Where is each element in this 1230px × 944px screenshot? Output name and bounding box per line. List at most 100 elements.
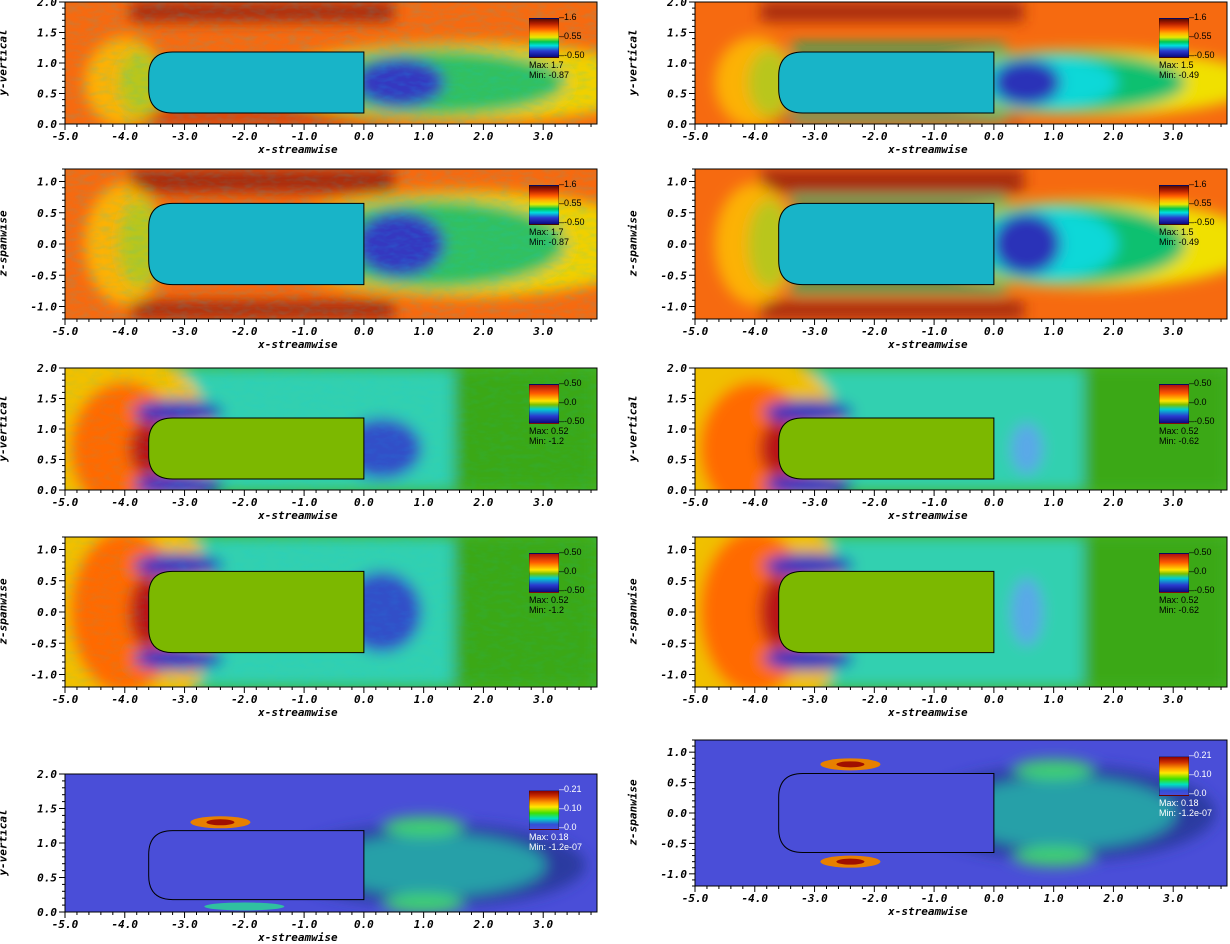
x-axis-title: x-streamwise	[258, 706, 338, 719]
x-axis-ticks: -5.0 -4.0 -3.0 -2.0 -1.0 0.0 1.0 2.0 3.0	[52, 490, 592, 509]
y-tick-label: 0.5	[37, 872, 57, 885]
y-tick-label: 1.0	[37, 423, 57, 436]
x-tick-label: -2.0	[231, 496, 258, 509]
colorbar-tick-label: –0.50	[559, 547, 582, 557]
colorbar	[1159, 384, 1189, 424]
x-tick-label: -4.0	[742, 325, 769, 338]
x-tick-label: -5.0	[682, 130, 709, 143]
y-tick-label: -1.0	[31, 301, 58, 314]
x-tick-label: 3.0	[1162, 892, 1183, 905]
colorbar-tick-label: –0.10	[559, 803, 582, 813]
x-tick-label: -3.0	[801, 325, 828, 338]
x-tick-label: -1.0	[291, 130, 318, 143]
colorbar-max-label: Max: 0.52	[529, 426, 569, 436]
y-axis-title: y-vertical	[0, 29, 10, 96]
x-axis-title: x-streamwise	[258, 509, 338, 522]
y-tick-label: 0.0	[37, 238, 57, 251]
y-tick-label: 0.0	[37, 606, 57, 619]
colorbar-min-label: Min: -0.62	[1159, 436, 1200, 446]
x-tick-label: -3.0	[171, 325, 198, 338]
colorbar-tick-label: –-0.50	[1189, 585, 1215, 595]
x-tick-label: 0.0	[984, 496, 1004, 509]
y-tick-label: 0.5	[667, 88, 687, 101]
colorbar-tick-label: –0.0	[1189, 397, 1207, 407]
colorbar-legend: –0.50 –0.0 –-0.50 Max: 0.52 Min: -1.2	[529, 547, 595, 623]
y-tick-label: -0.5	[661, 837, 688, 850]
y-tick-label: 1.0	[667, 544, 687, 557]
x-tick-label: 3.0	[532, 325, 553, 338]
x-tick-label: 0.0	[354, 693, 374, 706]
colorbar	[529, 18, 559, 58]
body-shape	[778, 570, 995, 654]
x-tick-label: 2.0	[1102, 693, 1123, 706]
x-tick-label: -5.0	[52, 918, 79, 931]
x-axis-title: x-streamwise	[258, 338, 338, 351]
colorbar-legend: –0.21 –0.10 –0.0 Max: 0.18 Min: -1.2e-07	[1159, 750, 1225, 826]
y-axis-title: y-vertical	[0, 809, 10, 876]
x-tick-label: 0.0	[354, 918, 374, 931]
x-tick-label: 0.0	[354, 325, 374, 338]
x-tick-label: 0.0	[984, 130, 1004, 143]
y-tick-label: 2.0	[36, 0, 57, 9]
body-shape	[778, 202, 995, 286]
x-tick-label: 1.0	[1044, 892, 1064, 905]
colorbar-tick-label: –0.21	[559, 784, 582, 794]
x-tick-label: -3.0	[171, 918, 198, 931]
x-tick-label: 0.0	[984, 325, 1004, 338]
body-shape	[778, 51, 995, 114]
y-axis-title: z-spanwise	[0, 578, 10, 645]
colorbar-legend: –0.50 –0.0 –-0.50 Max: 0.52 Min: -0.62	[1159, 547, 1225, 623]
y-tick-label: 1.5	[667, 393, 687, 406]
plot-frame	[694, 739, 1228, 887]
y-axis-ticks: 0.0 0.5 1.0 1.5 2.0	[666, 0, 695, 131]
colorbar-min-label: Min: -0.87	[529, 237, 570, 247]
colorbar-tick-label: –1.6	[1189, 12, 1207, 22]
x-tick-label: 3.0	[1162, 693, 1183, 706]
colorbar-tick-label: –-0.50	[1189, 50, 1215, 60]
y-tick-label: 1.5	[37, 803, 57, 816]
x-axis-ticks: -5.0 -4.0 -3.0 -2.0 -1.0 0.0 1.0 2.0 3.0	[52, 687, 592, 706]
y-tick-label: 0.5	[37, 207, 57, 220]
x-axis-ticks: -5.0 -4.0 -3.0 -2.0 -1.0 0.0 1.0 2.0 3.0	[682, 687, 1222, 706]
x-tick-label: 3.0	[532, 496, 553, 509]
colorbar-max-label: Max: 1.7	[529, 227, 564, 237]
colorbar	[1159, 756, 1189, 796]
y-axis-ticks: 0.0 0.5 1.0 1.5 2.0	[36, 768, 65, 919]
colorbar-max-label: Max: 0.52	[1159, 595, 1199, 605]
plot-frame	[694, 1, 1228, 125]
colorbar-tick-label: –-0.50	[559, 416, 585, 426]
x-tick-label: -5.0	[52, 130, 79, 143]
colorbar-legend: –1.6 –0.55 –-0.50 Max: 1.7 Min: -0.87	[529, 179, 595, 255]
x-tick-label: -5.0	[52, 496, 79, 509]
colorbar-tick-label: –0.0	[559, 822, 577, 832]
y-tick-label: 0.0	[37, 906, 57, 919]
y-axis-title: z-spanwise	[626, 210, 640, 277]
colorbar-tick-label: –0.50	[559, 378, 582, 388]
y-tick-label: 2.0	[36, 362, 57, 375]
plot-frame	[64, 773, 598, 913]
colorbar-tick-label: –1.6	[1189, 179, 1207, 189]
y-tick-label: 1.5	[37, 393, 57, 406]
x-tick-label: -2.0	[231, 693, 258, 706]
colorbar-tick-label: –0.50	[1189, 378, 1212, 388]
x-tick-label: -2.0	[861, 130, 888, 143]
plot-frame	[64, 168, 598, 320]
x-tick-label: 3.0	[1162, 325, 1183, 338]
x-tick-label: -1.0	[921, 693, 948, 706]
y-tick-label: 1.0	[37, 837, 57, 850]
body-shape	[778, 772, 995, 854]
x-tick-label: -2.0	[861, 496, 888, 509]
y-tick-label: 0.0	[667, 606, 687, 619]
x-tick-label: 3.0	[532, 918, 553, 931]
colorbar-min-label: Min: -0.87	[529, 70, 570, 80]
body-shape	[148, 830, 365, 901]
x-axis-ticks: -5.0 -4.0 -3.0 -2.0 -1.0 0.0 1.0 2.0 3.0	[52, 319, 592, 338]
